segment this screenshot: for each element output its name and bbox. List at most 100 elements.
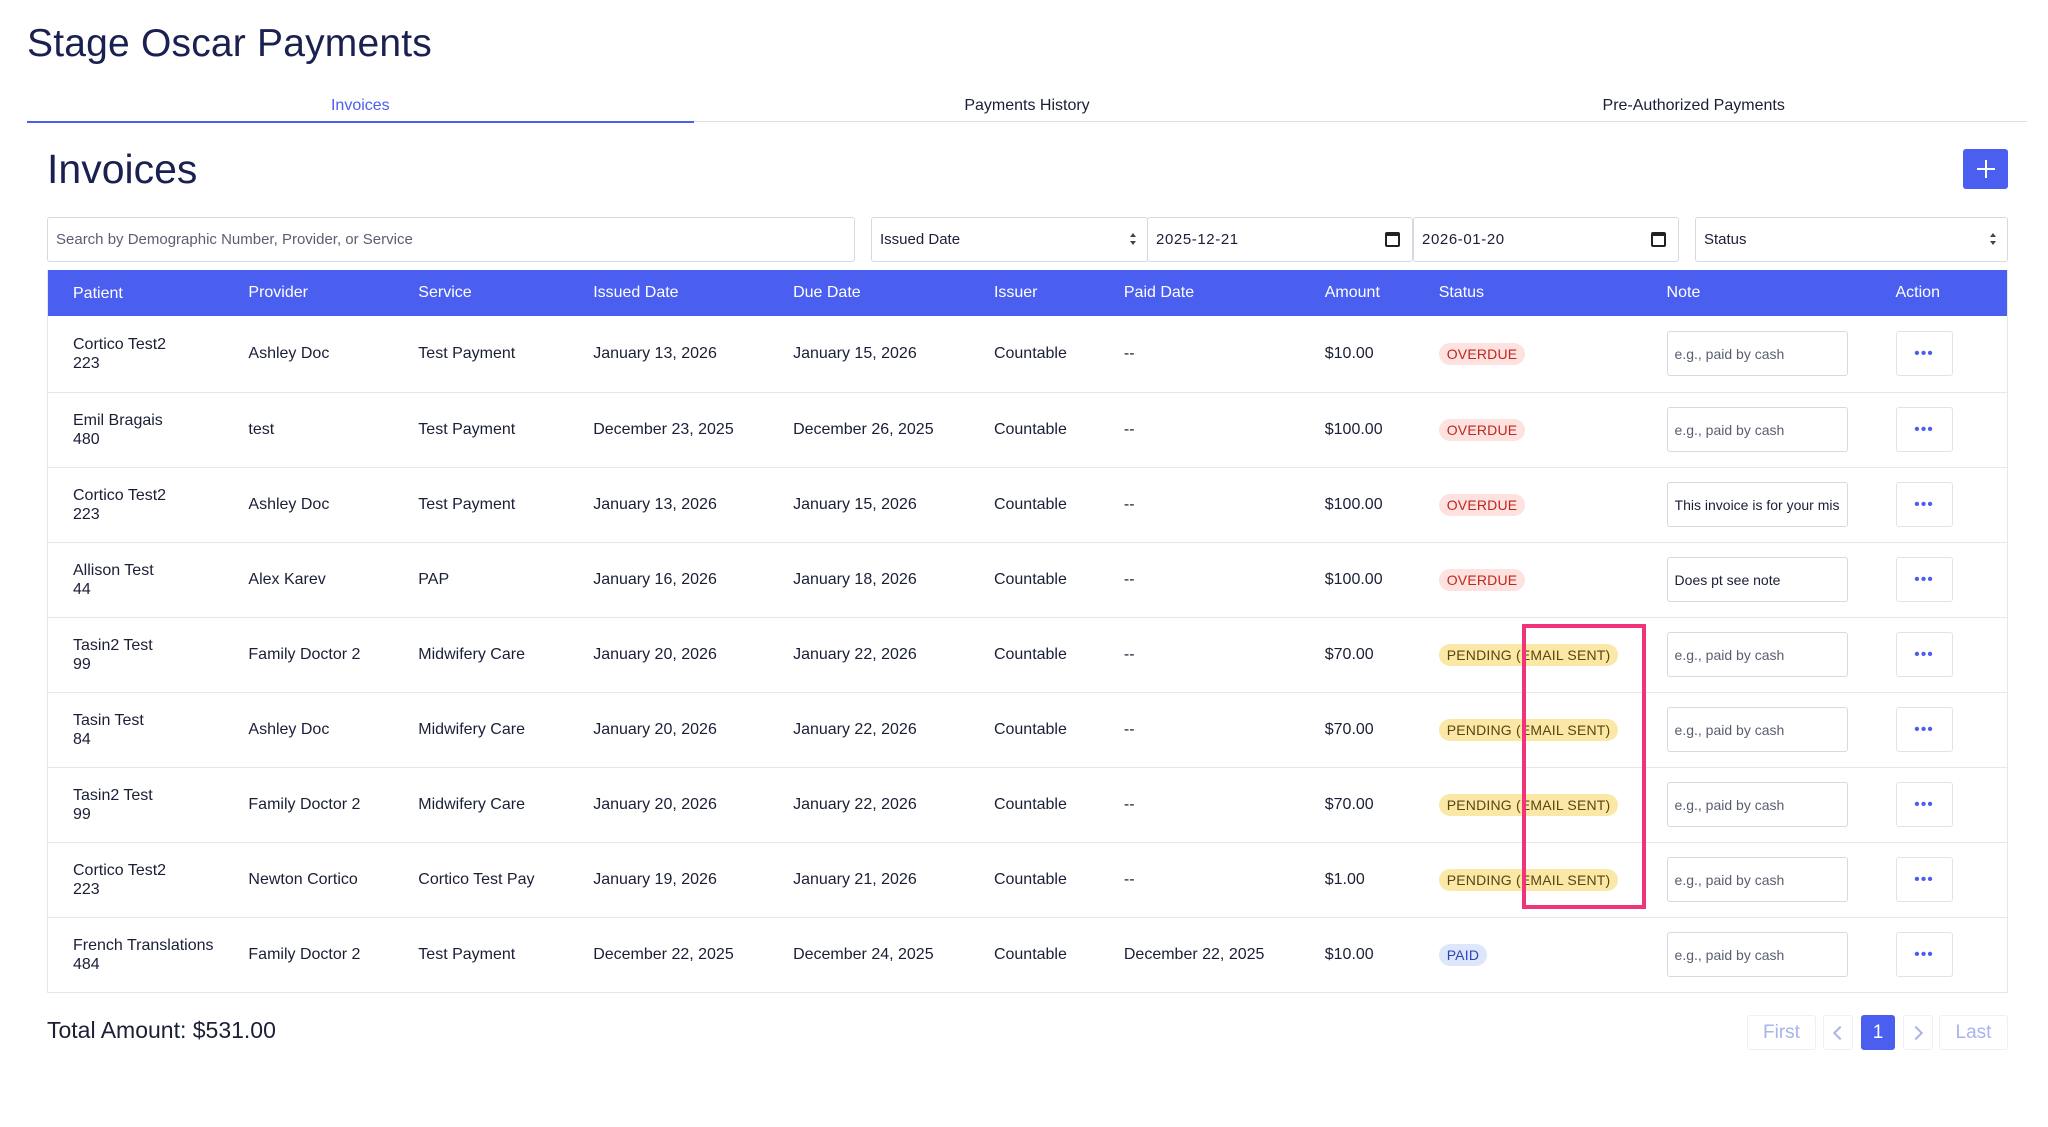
pagination-page-1[interactable]: 1 [1861,1015,1895,1050]
patient-name[interactable]: Tasin2 Test [73,636,153,654]
ellipsis-icon: ••• [1914,645,1934,663]
note-input[interactable] [1674,421,1847,438]
status-cell: OVERDUE [1438,392,1667,467]
col-issued-date: Issued Date [593,284,679,301]
patient-id: 84 [73,730,91,748]
col-paid-date: Paid Date [1123,284,1195,301]
row-action-button[interactable]: ••• [1895,782,1953,827]
search-input[interactable] [56,231,854,248]
row-action-button[interactable]: ••• [1895,857,1953,902]
col-amount: Amount [1324,284,1380,301]
note-input[interactable] [1674,646,1847,663]
pagination-next-button[interactable] [1903,1015,1933,1050]
patient-name[interactable]: Cortico Test2 [73,335,167,353]
patient-name[interactable]: Emil Bragais [73,411,163,429]
ellipsis-icon: ••• [1914,720,1934,738]
row-action-button[interactable]: ••• [1895,482,1953,527]
note-field[interactable] [1666,407,1848,452]
patient-name[interactable]: Tasin2 Test [73,786,153,804]
status-cell: OVERDUE [1438,316,1667,392]
note-field[interactable] [1666,331,1848,377]
issued-date-cell: January 13, 2026 [593,344,717,362]
patient-name[interactable]: Cortico Test2 [73,486,167,504]
status-badge: OVERDUE [1438,568,1526,591]
note-input[interactable] [1674,345,1847,362]
note-input[interactable] [1674,571,1847,588]
patient-name[interactable]: Cortico Test2 [73,861,167,879]
patient-id: 480 [73,430,100,448]
page-title: Stage Oscar Payments [27,22,433,65]
row-action-button[interactable]: ••• [1895,707,1953,752]
calendar-icon[interactable] [1385,232,1400,247]
patient-cell: Tasin2 Test 99 [48,767,249,842]
row-action-button[interactable]: ••• [1895,407,1953,452]
patient-cell: Cortico Test2 223 [48,467,249,542]
note-field[interactable] [1666,857,1848,902]
status-select[interactable]: Status [1695,217,2008,262]
pagination-first-button[interactable]: First [1747,1015,1816,1050]
table-row: Tasin Test 84 Ashley Doc Midwifery Care Janu… [47,692,2008,767]
service-cell: Test Payment [418,420,516,438]
status-cell: PENDING (EMAIL SENT) [1438,617,1667,692]
pagination-prev-button[interactable] [1823,1015,1853,1050]
table-header-row: Patient Provider Service Issued Date Due… [47,270,2008,316]
status-cell: OVERDUE [1438,542,1667,617]
provider-cell: Alex Karev [248,570,326,588]
row-action-button[interactable]: ••• [1895,331,1953,377]
ellipsis-icon: ••• [1914,870,1934,888]
note-field[interactable] [1666,557,1848,602]
note-input[interactable] [1674,871,1847,888]
note-field[interactable] [1666,707,1848,752]
patient-id: 484 [73,955,100,973]
note-input[interactable] [1674,946,1847,963]
action-cell: ••• [1895,917,2008,992]
patient-cell: Tasin2 Test 99 [48,617,249,692]
issued-date-cell: January 16, 2026 [593,570,717,588]
issuer-cell: Countable [993,570,1067,588]
tab-invoices[interactable]: Invoices [27,90,694,123]
service-cell: Midwifery Care [418,720,525,738]
amount-cell: $100.00 [1324,495,1383,513]
note-input[interactable] [1674,796,1847,813]
patient-name[interactable]: Tasin Test [73,711,144,729]
row-action-button[interactable]: ••• [1895,557,1953,602]
row-action-button[interactable]: ••• [1895,632,1953,677]
table-row: French Translations 484 Family Doctor 2 Tes… [47,917,2008,992]
status-badge: PAID [1438,943,1488,966]
due-date-cell: January 22, 2026 [793,720,917,738]
chevron-left-icon [1832,1025,1848,1040]
tab-payments-history[interactable]: Payments History [964,97,1090,114]
note-field[interactable] [1666,632,1848,677]
tab-pre-authorized-payments[interactable]: Pre-Authorized Payments [1602,97,1785,114]
patient-id: 99 [73,655,91,673]
add-invoice-button[interactable] [1963,149,2008,189]
issued-date-cell: January 13, 2026 [593,495,717,513]
paid-date-cell: -- [1123,795,1135,813]
date-to-input[interactable]: 2026-01-20 [1413,217,1679,262]
calendar-icon[interactable] [1651,232,1666,247]
amount-cell: $70.00 [1324,795,1374,813]
note-field[interactable] [1666,482,1848,527]
pagination-last-button[interactable]: Last [1939,1015,2008,1050]
note-input[interactable] [1674,496,1847,513]
select-caret-icon [1989,231,1997,249]
paid-date-cell: -- [1123,570,1135,588]
amount-cell: $10.00 [1324,344,1374,362]
issuer-cell: Countable [993,870,1067,888]
date-type-select[interactable]: Issued Date [871,217,1148,262]
patient-cell: Emil Bragais 480 [48,392,249,467]
row-action-button[interactable]: ••• [1895,932,1953,977]
note-field[interactable] [1666,782,1848,827]
status-badge: PENDING (EMAIL SENT) [1438,793,1619,816]
status-select-value: Status [1704,231,1747,248]
note-field[interactable] [1666,932,1848,977]
patient-name[interactable]: Allison Test [73,561,154,579]
action-cell: ••• [1895,692,2008,767]
col-action: Action [1895,284,1940,301]
note-cell [1666,842,1896,917]
plus-icon [1976,160,1995,178]
date-from-input[interactable]: 2025-12-21 [1147,217,1413,262]
due-date-cell: January 15, 2026 [793,344,917,362]
note-input[interactable] [1674,721,1847,738]
patient-name[interactable]: French Translations [73,936,214,954]
